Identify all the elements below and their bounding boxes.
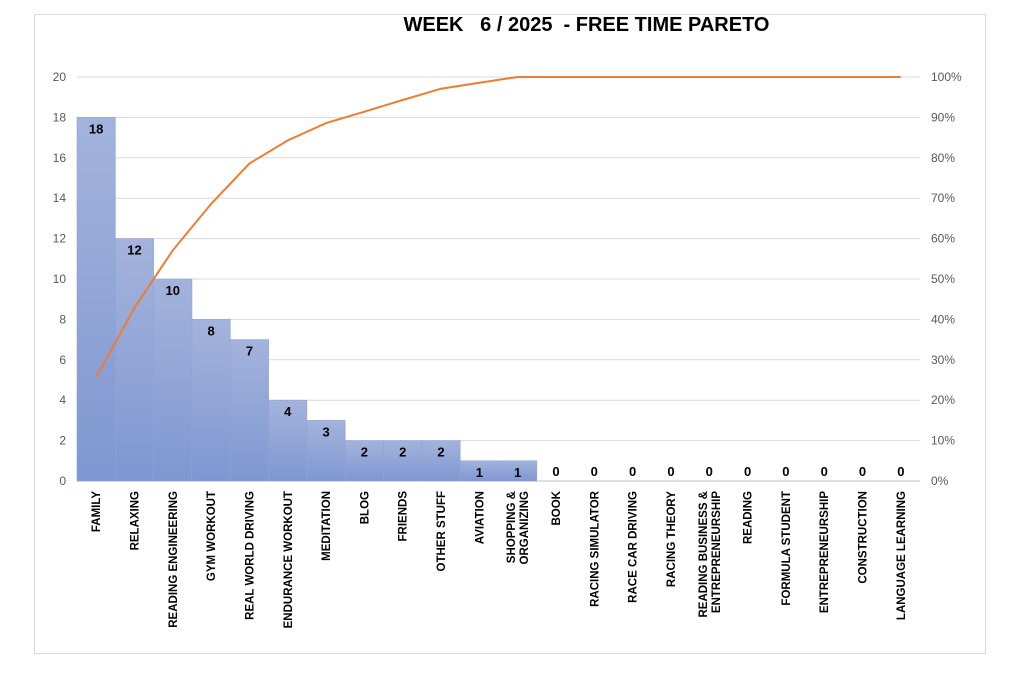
category-label: LANGUAGE LEARNING (896, 491, 908, 620)
cumulative-line (95, 76, 901, 378)
left-tick-label: 16 (53, 151, 67, 165)
bar-value-label: 4 (284, 404, 292, 419)
bar-value-label: 7 (246, 344, 253, 359)
right-tick-label: 70% (931, 191, 955, 205)
bar-value-label: 0 (591, 464, 598, 479)
category-label: AVIATION (474, 491, 486, 544)
category-label: BLOG (359, 491, 371, 524)
category-label: MEDITATION (321, 491, 333, 561)
left-axis: 0 2 4 6 8 10 12 14 16 18 20 (53, 70, 67, 488)
bar-value-label: 1 (514, 465, 521, 480)
bar-value-label: 2 (437, 445, 444, 460)
bar-value-label: 2 (361, 445, 368, 460)
category-label: SHOPPING & (506, 491, 518, 563)
bar-value-label: 0 (629, 464, 636, 479)
category-label: READING BUSINESS & (698, 491, 710, 618)
category-label: CONSTRUCTION (858, 491, 870, 584)
bar-value-label: 0 (744, 464, 751, 479)
bar-value-label: 18 (89, 121, 103, 136)
bar-value-label: 10 (166, 283, 180, 298)
category-label: FAMILY (91, 491, 103, 532)
bar (191, 319, 231, 482)
category-label: RACING SIMULATOR (589, 490, 601, 607)
category-label: GYM WORKOUT (206, 491, 218, 581)
chart-title: WEEK 6 / 2025 - FREE TIME PARETO (403, 14, 770, 36)
left-tick-label: 20 (53, 70, 67, 84)
bar (115, 238, 154, 482)
bar-value-label: 0 (552, 464, 559, 479)
bar (76, 117, 116, 482)
left-tick-label: 6 (59, 353, 66, 367)
right-axis: 0% 10% 20% 30% 40% 50% 60% 70% 80% 90% 100% (931, 70, 962, 488)
right-tick-label: 40% (931, 312, 955, 326)
category-label: READING (743, 491, 755, 544)
right-tick-label: 10% (931, 434, 955, 448)
bar-value-label: 1 (476, 465, 483, 480)
bar-value-label: 0 (706, 464, 713, 479)
bar (153, 278, 193, 482)
right-tick-label: 30% (931, 353, 955, 367)
category-label: BOOK (551, 490, 563, 525)
left-tick-label: 2 (59, 434, 66, 448)
right-tick-label: 60% (931, 232, 955, 246)
left-tick-label: 12 (53, 232, 67, 246)
right-tick-label: 50% (931, 272, 955, 286)
bars (76, 117, 538, 482)
cumulative-percent-line (95, 76, 901, 378)
category-label: RACING THEORY (666, 491, 678, 587)
left-tick-label: 4 (59, 393, 66, 407)
left-tick-label: 18 (53, 110, 67, 124)
category-label: ENTREPRENEURSHIP (819, 491, 831, 613)
left-tick-label: 0 (59, 474, 66, 488)
category-label: RACE CAR DRIVING (628, 491, 640, 603)
left-tick-label: 10 (53, 272, 67, 286)
bar-value-label: 0 (821, 464, 828, 479)
category-axis: FAMILY RELAXING READING ENGINEERING GYM WOR… (91, 490, 908, 628)
bar-value-label: 2 (399, 445, 406, 460)
right-tick-label: 90% (931, 110, 955, 124)
bar (421, 440, 461, 482)
left-tick-label: 8 (59, 312, 66, 326)
category-label: FRIENDS (398, 491, 410, 542)
category-label: RELAXING (129, 491, 141, 550)
category-label: ENTREPRENEURSHIP (711, 491, 723, 613)
left-tick-label: 14 (53, 191, 67, 205)
right-tick-label: 80% (931, 151, 955, 165)
right-tick-label: 0% (931, 474, 949, 488)
category-label: OTHER STUFF (436, 491, 448, 572)
bar (268, 399, 308, 482)
category-label: ENDURANCE WORKOUT (283, 491, 295, 628)
category-label: REAL WORLD DRIVING (244, 491, 256, 620)
right-tick-label: 100% (931, 70, 962, 84)
bar-value-label: 0 (667, 464, 674, 479)
bar-value-label: 0 (859, 464, 866, 479)
bar-value-label: 0 (897, 464, 904, 479)
category-label: FORMULA STUDENT (781, 491, 793, 606)
category-label: ORGANIZING (519, 491, 531, 565)
bar (498, 460, 538, 482)
bar-value-label: 12 (127, 243, 141, 258)
bar (383, 440, 423, 482)
chart-frame (34, 14, 986, 654)
bar (229, 339, 269, 482)
bar-value-label: 0 (782, 464, 789, 479)
bar-value-label: 8 (207, 323, 214, 338)
category-label: READING ENGINEERING (168, 491, 180, 628)
bar-value-label: 3 (322, 424, 329, 439)
right-tick-label: 20% (931, 393, 955, 407)
